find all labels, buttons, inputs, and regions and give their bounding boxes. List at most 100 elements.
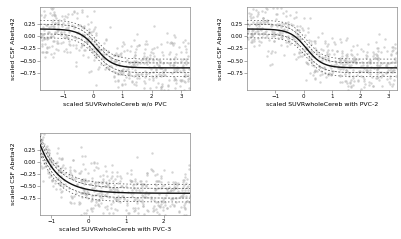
Point: [114, 170, 120, 174]
Point: [364, 69, 370, 73]
Point: [73, 31, 80, 35]
Point: [59, 189, 66, 193]
Point: [76, 200, 82, 204]
Point: [182, 201, 188, 205]
Point: [310, 39, 317, 43]
Point: [71, 194, 77, 198]
Point: [316, 52, 322, 56]
Point: [163, 186, 170, 190]
Point: [86, 30, 92, 33]
Point: [181, 79, 187, 83]
Point: [146, 77, 152, 81]
Point: [275, 1, 282, 5]
Point: [271, 30, 277, 33]
Point: [101, 184, 108, 188]
Point: [171, 185, 177, 189]
Point: [154, 172, 160, 176]
Point: [79, 191, 85, 195]
Point: [73, 64, 79, 68]
Point: [348, 78, 354, 82]
Point: [129, 79, 136, 82]
Point: [131, 59, 137, 63]
Point: [391, 78, 397, 82]
Point: [303, 78, 309, 82]
Point: [93, 198, 99, 201]
Point: [393, 51, 399, 55]
Point: [271, 50, 278, 54]
Point: [273, 17, 279, 21]
Point: [155, 179, 162, 183]
Point: [153, 57, 160, 61]
Point: [105, 195, 112, 199]
Point: [50, 6, 56, 10]
Point: [354, 73, 360, 77]
Point: [143, 190, 149, 194]
Point: [393, 103, 399, 107]
Point: [81, 33, 87, 37]
Point: [262, 20, 269, 24]
Point: [122, 68, 129, 72]
Point: [55, 20, 61, 23]
Point: [326, 60, 332, 63]
Point: [179, 188, 185, 192]
Point: [39, 179, 46, 183]
Y-axis label: scaled CSF Abeta42: scaled CSF Abeta42: [218, 17, 223, 80]
Point: [374, 63, 380, 67]
Point: [174, 68, 180, 72]
Point: [106, 211, 112, 215]
Point: [88, 182, 94, 186]
Point: [79, 33, 85, 36]
Point: [171, 204, 177, 208]
Point: [58, 24, 65, 28]
Point: [124, 72, 131, 76]
Point: [115, 197, 121, 201]
Point: [346, 90, 352, 94]
Point: [328, 63, 334, 67]
Point: [256, 22, 262, 26]
Point: [141, 212, 147, 216]
Point: [61, 14, 68, 18]
Point: [92, 31, 99, 35]
Point: [101, 56, 107, 60]
Point: [91, 27, 97, 31]
Point: [168, 202, 175, 206]
Point: [132, 80, 139, 84]
Point: [152, 188, 158, 191]
Point: [110, 186, 116, 190]
Point: [142, 56, 149, 60]
Point: [91, 193, 98, 197]
Point: [346, 71, 352, 75]
Point: [327, 72, 334, 76]
Point: [177, 70, 184, 73]
Point: [79, 10, 85, 14]
Point: [74, 182, 80, 186]
Point: [344, 61, 350, 65]
Point: [269, 49, 275, 53]
Point: [120, 67, 127, 71]
Point: [140, 57, 146, 61]
Point: [112, 216, 118, 220]
Point: [104, 195, 110, 198]
Point: [155, 186, 161, 190]
Point: [173, 183, 180, 187]
Point: [113, 53, 120, 56]
Point: [273, 12, 279, 16]
Point: [366, 80, 372, 84]
Point: [92, 182, 99, 185]
Point: [105, 189, 112, 192]
Point: [181, 68, 188, 72]
Point: [59, 156, 65, 160]
Point: [139, 56, 146, 60]
Point: [134, 201, 140, 205]
Point: [178, 59, 184, 63]
Point: [271, 33, 277, 37]
Point: [44, 45, 50, 49]
Point: [61, 31, 67, 34]
Point: [100, 55, 106, 59]
Point: [322, 67, 328, 71]
Point: [116, 200, 123, 204]
Point: [79, 43, 85, 47]
Point: [103, 38, 109, 42]
Point: [358, 64, 364, 68]
Point: [350, 83, 356, 87]
